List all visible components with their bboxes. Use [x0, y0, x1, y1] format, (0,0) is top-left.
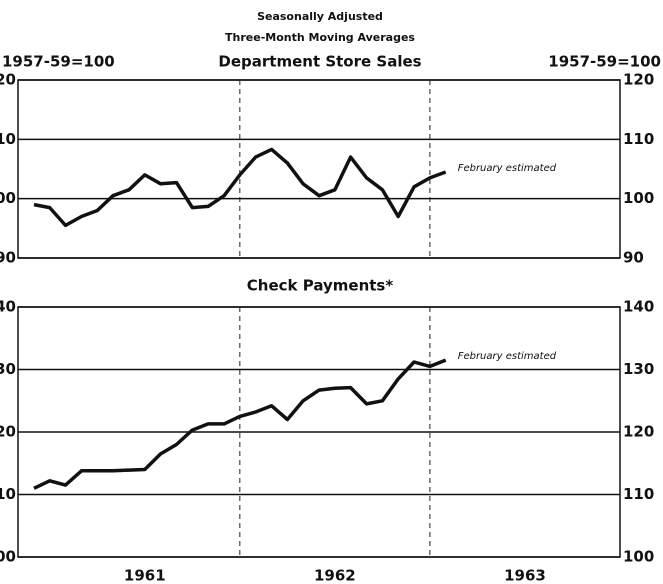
y-tick-label: 90	[0, 249, 16, 267]
y-tick-label: 110	[623, 485, 654, 503]
x-tick-label: 1962	[314, 567, 356, 584]
data-line	[33, 358, 447, 490]
chart-title: Department Store Sales	[218, 53, 421, 71]
y-tick-label: 100	[0, 548, 16, 566]
y-axis-label: 1957-59=100	[548, 53, 661, 71]
y-tick-label: 140	[0, 298, 16, 316]
x-tick-label: 1961	[124, 567, 166, 584]
subtitle: Three-Month Moving Averages	[225, 31, 415, 44]
y-axis-label: 1957-59=100	[2, 53, 115, 71]
y-tick-label: 100	[0, 189, 16, 207]
annotation: February estimated	[458, 351, 557, 362]
chart-title: Check Payments*	[247, 277, 394, 295]
y-tick-label: 120	[623, 423, 654, 441]
y-tick-label: 140	[623, 298, 654, 316]
y-tick-label: 130	[623, 360, 654, 378]
annotation: February estimated	[458, 163, 557, 174]
y-tick-label: 100	[623, 189, 654, 207]
y-tick-label: 110	[0, 130, 16, 148]
y-tick-label: 130	[0, 360, 16, 378]
data-line	[33, 147, 447, 228]
x-tick-label: 1963	[504, 567, 546, 584]
y-tick-label: 110	[0, 485, 16, 503]
y-tick-label: 120	[0, 423, 16, 441]
y-tick-label: 90	[623, 249, 644, 267]
subtitle: Seasonally Adjusted	[257, 10, 383, 23]
y-tick-label: 100	[623, 548, 654, 566]
y-tick-label: 120	[623, 71, 654, 89]
y-tick-label: 120	[0, 71, 16, 89]
y-tick-label: 110	[623, 130, 654, 148]
